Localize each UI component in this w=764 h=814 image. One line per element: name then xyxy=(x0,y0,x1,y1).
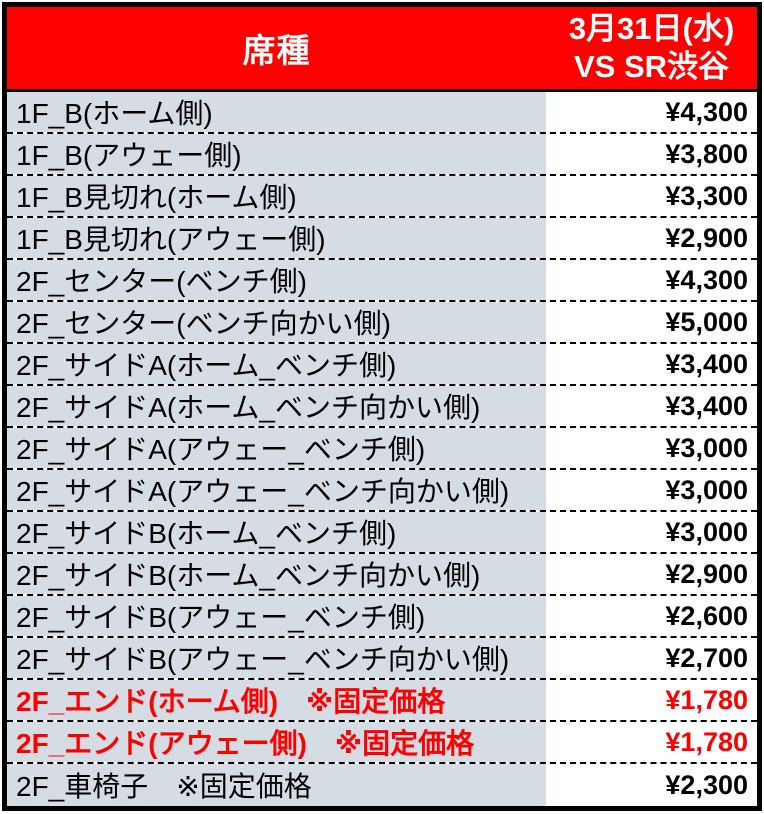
table-row: 2F_サイドA(アウェー_ベンチ側) ¥3,000 xyxy=(7,428,757,470)
price-cell: ¥2,600 xyxy=(546,596,757,636)
header-date-line1: 3月31日(水) xyxy=(568,10,735,46)
price-cell: ¥1,780 xyxy=(546,722,757,762)
seat-type-cell: 2F_エンド(ホーム側) ※固定価格 xyxy=(7,680,546,720)
table-row: 2F_エンド(ホーム側) ※固定価格 ¥1,780 xyxy=(7,680,757,722)
table-row: 2F_センター(ベンチ向かい側) ¥5,000 xyxy=(7,302,757,344)
table-row: 1F_B見切れ(ホーム側) ¥3,300 xyxy=(7,176,757,218)
price-cell: ¥4,300 xyxy=(546,92,757,132)
price-cell: ¥2,300 xyxy=(546,764,757,806)
table-row: 2F_サイドB(ホーム_ベンチ側) ¥3,000 xyxy=(7,512,757,554)
price-cell: ¥2,900 xyxy=(546,218,757,258)
seat-type-cell: 2F_サイドA(アウェー_ベンチ側) xyxy=(7,428,546,468)
seat-type-cell: 1F_B(ホーム側) xyxy=(7,92,546,132)
header-seat-type: 席種 xyxy=(242,32,311,69)
table-row: 1F_B(アウェー側) ¥3,800 xyxy=(7,134,757,176)
price-cell: ¥3,800 xyxy=(546,134,757,174)
table-row: 2F_サイドA(アウェー_ベンチ向かい側) ¥3,000 xyxy=(7,470,757,512)
seat-type-cell: 2F_サイドA(ホーム_ベンチ側) xyxy=(7,344,546,384)
seat-type-cell: 2F_サイドA(アウェー_ベンチ向かい側) xyxy=(7,470,546,510)
table-row: 1F_B見切れ(アウェー側) ¥2,900 xyxy=(7,218,757,260)
price-cell: ¥3,400 xyxy=(546,344,757,384)
price-cell: ¥3,000 xyxy=(546,428,757,468)
table-row: 2F_サイドB(アウェー_ベンチ側) ¥2,600 xyxy=(7,596,757,638)
seat-type-cell: 2F_サイドB(アウェー_ベンチ向かい側) xyxy=(7,638,546,678)
seat-type-cell: 1F_B(アウェー側) xyxy=(7,134,546,174)
price-cell: ¥3,000 xyxy=(546,512,757,552)
price-cell: ¥3,300 xyxy=(546,176,757,216)
price-cell: ¥2,700 xyxy=(546,638,757,678)
seat-type-cell: 2F_車椅子 ※固定価格 xyxy=(7,764,546,806)
table-row: 2F_サイドB(ホーム_ベンチ向かい側) ¥2,900 xyxy=(7,554,757,596)
table-row: 2F_サイドA(ホーム_ベンチ側) ¥3,400 xyxy=(7,344,757,386)
seat-type-cell: 1F_B見切れ(アウェー側) xyxy=(7,218,546,258)
seat-type-cell: 2F_エンド(アウェー側) ※固定価格 xyxy=(7,722,546,762)
table-row: 2F_センター(ベンチ側) ¥4,300 xyxy=(7,260,757,302)
seat-type-cell: 2F_センター(ベンチ側) xyxy=(7,260,546,300)
table-row: 2F_エンド(アウェー側) ※固定価格 ¥1,780 xyxy=(7,722,757,764)
table-row: 1F_B(ホーム側) ¥4,300 xyxy=(7,92,757,134)
table-row: 2F_車椅子 ※固定価格 ¥2,300 xyxy=(7,764,757,806)
price-cell: ¥2,900 xyxy=(546,554,757,594)
seat-type-cell: 2F_サイドB(アウェー_ベンチ側) xyxy=(7,596,546,636)
price-cell: ¥5,000 xyxy=(546,302,757,342)
price-cell: ¥3,000 xyxy=(546,470,757,510)
seat-type-cell: 2F_サイドB(ホーム_ベンチ向かい側) xyxy=(7,554,546,594)
header-match-date: 3月31日(水) VS SR渋谷 xyxy=(546,7,757,89)
price-cell: ¥3,400 xyxy=(546,386,757,426)
seat-type-cell: 2F_サイドA(ホーム_ベンチ向かい側) xyxy=(7,386,546,426)
table-header: 席種 3月31日(水) VS SR渋谷 xyxy=(7,7,757,92)
table-row: 2F_サイドA(ホーム_ベンチ向かい側) ¥3,400 xyxy=(7,386,757,428)
table-row: 2F_サイドB(アウェー_ベンチ向かい側) ¥2,700 xyxy=(7,638,757,680)
seat-type-cell: 2F_センター(ベンチ向かい側) xyxy=(7,302,546,342)
seat-type-cell: 1F_B見切れ(ホーム側) xyxy=(7,176,546,216)
table-body: 1F_B(ホーム側) ¥4,300 1F_B(アウェー側) ¥3,800 1F_… xyxy=(7,92,757,806)
header-date-line2: VS SR渋谷 xyxy=(573,49,730,84)
price-cell: ¥4,300 xyxy=(546,260,757,300)
price-cell: ¥1,780 xyxy=(546,680,757,720)
seat-type-cell: 2F_サイドB(ホーム_ベンチ側) xyxy=(7,512,546,552)
